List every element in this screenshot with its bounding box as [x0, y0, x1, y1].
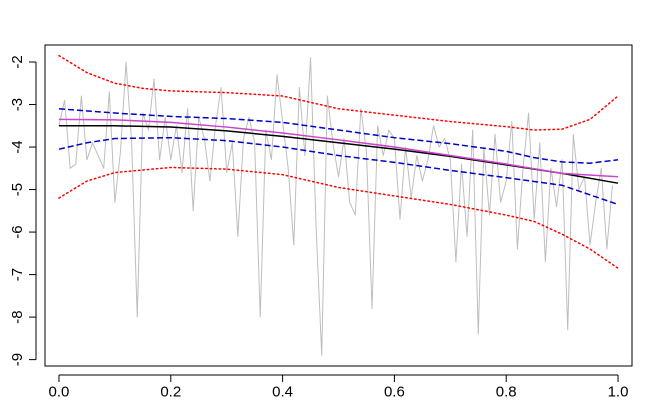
y-tick-label: -5 [9, 183, 26, 196]
x-tick-label: 1.0 [608, 383, 629, 400]
series-line-outer-upper [58, 54, 619, 131]
y-tick-label: -7 [9, 268, 26, 281]
series-line-raw [58, 57, 613, 356]
y-tick-label: -2 [9, 55, 26, 68]
series-line-band-lower [58, 136, 619, 206]
x-tick-label: 0.0 [49, 383, 70, 400]
plot-frame [44, 44, 633, 367]
x-axis: 0.0 0.2 0.4 0.6 0.8 1.0 [49, 374, 629, 400]
x-tick-label: 0.4 [272, 383, 293, 400]
y-tick-label: -8 [9, 310, 26, 323]
y-axis: -9 -8 -7 -6 -5 -4 -3 -2 [9, 55, 37, 366]
x-tick-label: 0.8 [496, 383, 517, 400]
y-tick-label: -4 [9, 140, 26, 153]
y-tick-label: -3 [9, 98, 26, 111]
y-tick-label: -9 [9, 353, 26, 366]
series-line-fit2 [58, 118, 619, 178]
series-line-outer-lower [58, 166, 619, 269]
series-layer [58, 54, 619, 356]
y-tick-label: -6 [9, 225, 26, 238]
x-tick-label: 0.6 [384, 383, 405, 400]
series-line-band-upper [58, 108, 619, 164]
x-tick-label: 0.2 [160, 383, 181, 400]
